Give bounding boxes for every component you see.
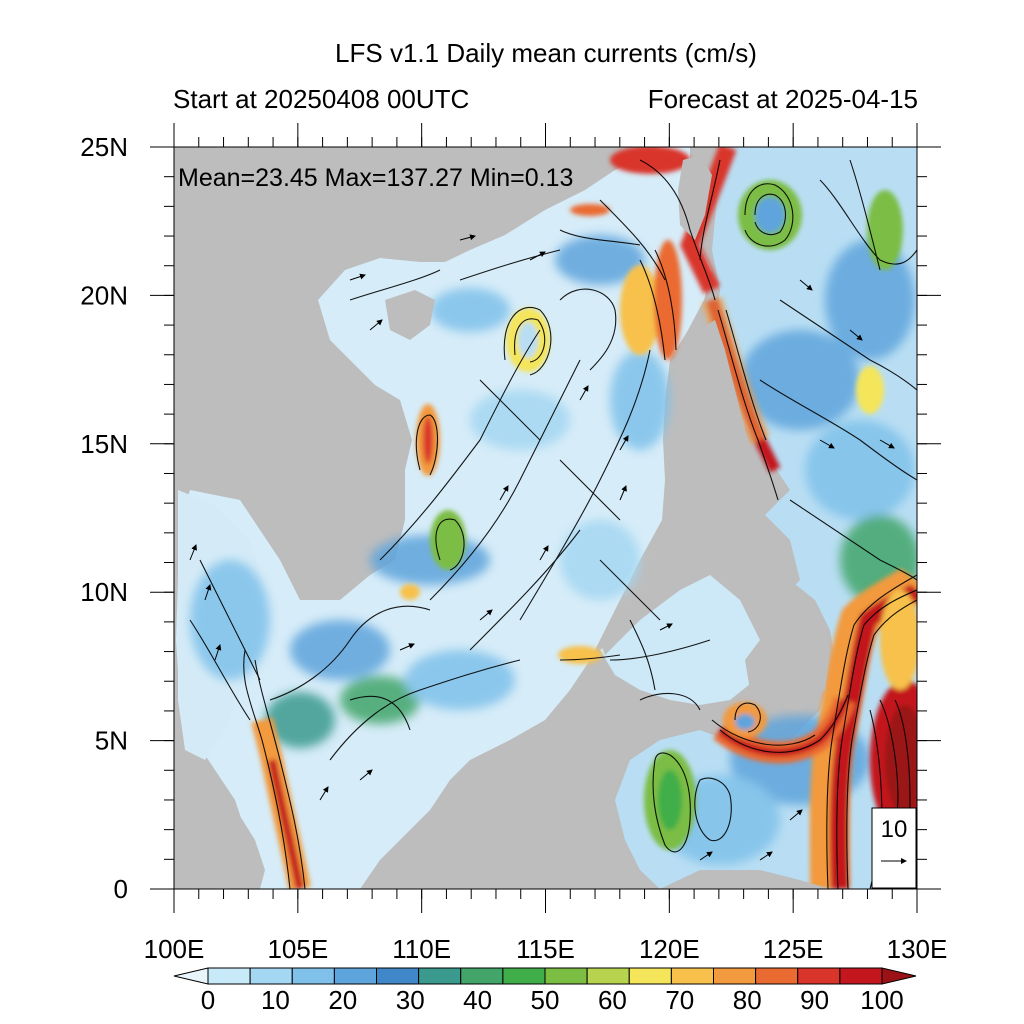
lon-tick-label: 110E xyxy=(392,934,451,964)
colorbar-label: 70 xyxy=(665,985,694,1015)
colorbar-swatch xyxy=(249,967,293,985)
map-title: LFS v1.1 Daily mean currents (cm/s) xyxy=(335,38,757,68)
colorbar-label: 10 xyxy=(261,985,290,1015)
luzon-island xyxy=(680,320,760,510)
latitude-axis-labels: 0 5N 10N 15N 20N 25N xyxy=(80,132,128,904)
lon-tick-label: 125E xyxy=(763,934,824,964)
sulu-sea-ocean xyxy=(600,575,760,705)
colorbar-swatch xyxy=(502,967,546,985)
current-vectors xyxy=(189,234,895,861)
lat-tick-label: 15N xyxy=(80,429,128,459)
colorbar-label: 0 xyxy=(201,985,215,1015)
land-masses xyxy=(178,155,830,889)
colorbar-labels: 0 10 20 30 40 50 60 70 80 90 100 xyxy=(201,985,904,1015)
longitude-axis-labels: 100E 105E 110E 115E 120E 125E 130E xyxy=(144,934,948,964)
stats-text: Mean=23.45 Max=137.27 Min=0.13 xyxy=(178,164,574,192)
colorbar-label: 100 xyxy=(860,985,903,1015)
colorbar-under-triangle xyxy=(173,967,209,985)
lat-tick-label: 20N xyxy=(80,280,128,310)
visayas-islands xyxy=(700,510,800,600)
lat-tick-label: 0 xyxy=(114,874,128,904)
lat-tick-label: 25N xyxy=(80,132,128,162)
colorbar-swatch xyxy=(839,967,883,985)
map-frame xyxy=(150,123,941,913)
colorbar-swatch xyxy=(713,967,757,985)
malay-peninsula xyxy=(178,770,265,889)
sulawesi-island xyxy=(660,870,830,889)
colorbar-label: 20 xyxy=(328,985,357,1015)
colorbar-swatch xyxy=(418,967,462,985)
palawan-island xyxy=(600,560,685,655)
lat-tick-label: 10N xyxy=(80,577,128,607)
lon-tick-label: 100E xyxy=(144,934,205,964)
colorbar-label: 60 xyxy=(598,985,627,1015)
lon-tick-label: 105E xyxy=(267,934,328,964)
colorbar-label: 40 xyxy=(463,985,492,1015)
colorbar-swatch xyxy=(797,967,841,985)
lat-tick-label: 5N xyxy=(95,726,128,756)
mindanao-island xyxy=(745,620,830,710)
lon-tick-label: 120E xyxy=(639,934,700,964)
colorbar-swatch xyxy=(670,967,714,985)
reference-vector-label: 10 xyxy=(881,816,908,843)
borneo-island xyxy=(410,680,630,889)
colorbar-over-triangle xyxy=(881,967,917,985)
map-plot-area xyxy=(174,147,917,889)
colorbar-swatch xyxy=(291,967,335,985)
colorbar-swatch xyxy=(333,967,377,985)
colorbar-label: 30 xyxy=(396,985,425,1015)
colorbar-swatch xyxy=(755,967,799,985)
hainan-island xyxy=(385,290,435,340)
speed-colorbar xyxy=(173,967,917,985)
start-time-label: Start at 20250408 00UTC xyxy=(173,84,470,114)
forecast-time-label: Forecast at 2025-04-15 xyxy=(647,84,918,114)
colorbar-swatch xyxy=(544,967,588,985)
colorbar-label: 80 xyxy=(733,985,762,1015)
lon-tick-label: 130E xyxy=(887,934,948,964)
lon-tick-label: 115E xyxy=(516,934,575,964)
colorbar-swatch xyxy=(586,967,630,985)
colorbar-swatch xyxy=(628,967,672,985)
reference-vector-box: 10 xyxy=(871,807,917,889)
colorbar-label: 50 xyxy=(531,985,560,1015)
colorbar-swatch xyxy=(460,967,504,985)
colorbar-label: 90 xyxy=(800,985,829,1015)
axis-ticks xyxy=(150,123,941,913)
colorbar-swatch xyxy=(376,967,420,985)
colorbar-swatch xyxy=(207,967,251,985)
